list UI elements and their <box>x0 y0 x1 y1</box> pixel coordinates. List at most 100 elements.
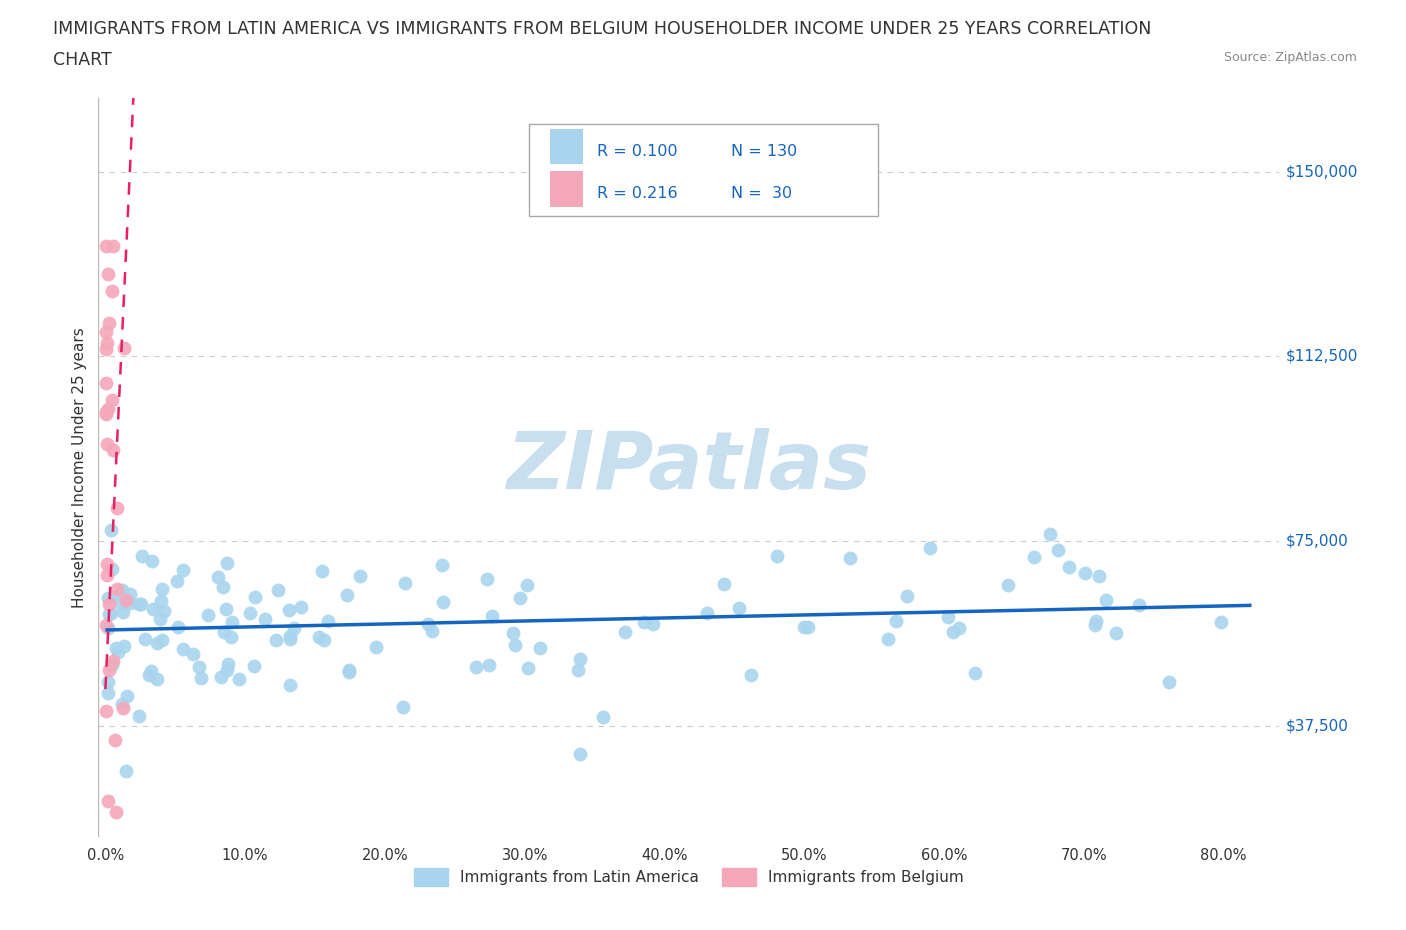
Point <box>1022 550 1045 565</box>
Point <box>128 709 150 724</box>
Point <box>568 747 591 762</box>
Point <box>101 654 124 669</box>
Point <box>112 700 135 715</box>
Point <box>97 675 120 690</box>
Point <box>364 640 387 655</box>
Point <box>104 805 127 820</box>
Point <box>97 620 120 635</box>
Point <box>392 699 415 714</box>
Legend: Immigrants from Latin America, Immigrants from Belgium: Immigrants from Latin America, Immigrant… <box>408 862 970 892</box>
Point <box>481 608 503 623</box>
Point <box>149 611 172 626</box>
Point <box>1073 566 1095 581</box>
Point <box>138 668 160 683</box>
Y-axis label: Householder Income Under 25 years: Householder Income Under 25 years <box>72 327 87 607</box>
Point <box>101 562 124 577</box>
Point <box>146 635 169 650</box>
Point <box>1084 618 1107 632</box>
Point <box>129 597 152 612</box>
Text: Source: ZipAtlas.com: Source: ZipAtlas.com <box>1223 51 1357 64</box>
Point <box>1209 615 1232 630</box>
Point <box>139 663 162 678</box>
Point <box>94 405 117 419</box>
Point <box>876 631 898 646</box>
Point <box>97 266 120 281</box>
Point <box>963 666 986 681</box>
Point <box>96 341 118 356</box>
Point <box>254 611 277 626</box>
Point <box>150 581 173 596</box>
Point <box>101 284 124 299</box>
Point <box>101 392 124 407</box>
Point <box>166 619 188 634</box>
Point <box>107 645 129 660</box>
Point <box>503 637 526 652</box>
Point <box>97 663 120 678</box>
Point <box>349 568 371 583</box>
Point <box>215 662 238 677</box>
Point <box>97 606 120 621</box>
Text: N = 130: N = 130 <box>731 143 797 158</box>
Point <box>592 709 614 724</box>
Point <box>267 582 290 597</box>
Point <box>118 595 141 610</box>
Point <box>131 549 153 564</box>
Point <box>97 794 120 809</box>
Point <box>104 733 127 748</box>
Point <box>1059 560 1081 575</box>
Point <box>896 589 918 604</box>
Point <box>96 336 118 351</box>
Point <box>101 443 124 458</box>
Point <box>209 670 232 684</box>
Text: $37,500: $37,500 <box>1285 719 1348 734</box>
Point <box>394 575 416 590</box>
Point <box>96 437 118 452</box>
Point <box>217 657 239 671</box>
Point <box>278 677 301 692</box>
Text: R = 0.216: R = 0.216 <box>596 186 678 201</box>
Point <box>100 523 122 538</box>
Text: $112,500: $112,500 <box>1285 349 1358 364</box>
Point <box>475 571 498 586</box>
Point <box>1128 598 1150 613</box>
Point <box>239 605 262 620</box>
Point <box>221 630 243 644</box>
Point <box>936 609 959 624</box>
Point <box>112 340 135 355</box>
Point <box>146 671 169 686</box>
Text: $150,000: $150,000 <box>1285 164 1358 179</box>
Point <box>212 624 235 639</box>
Text: CHART: CHART <box>53 51 112 69</box>
Point <box>183 646 205 661</box>
Point <box>141 553 163 568</box>
Text: R = 0.100: R = 0.100 <box>596 143 678 158</box>
Point <box>838 551 860 565</box>
Text: N =  30: N = 30 <box>731 186 792 201</box>
Point <box>94 325 117 339</box>
Point <box>509 591 531 605</box>
Point <box>105 641 128 656</box>
Point <box>280 631 302 646</box>
Point <box>797 619 820 634</box>
Point <box>115 592 138 607</box>
Point <box>420 623 443 638</box>
Point <box>311 564 333 578</box>
Text: $75,000: $75,000 <box>1285 534 1348 549</box>
Point <box>150 593 173 608</box>
Point <box>152 604 174 618</box>
Point <box>337 663 360 678</box>
Point <box>242 658 264 673</box>
Point <box>335 587 357 602</box>
Point <box>948 620 970 635</box>
Point <box>740 668 762 683</box>
Point <box>1087 569 1109 584</box>
Point <box>101 658 124 673</box>
Point <box>1039 526 1062 541</box>
Point <box>316 614 339 629</box>
Point <box>94 238 117 253</box>
Text: IMMIGRANTS FROM LATIN AMERICA VS IMMIGRANTS FROM BELGIUM HOUSEHOLDER INCOME UNDE: IMMIGRANTS FROM LATIN AMERICA VS IMMIGRA… <box>53 20 1152 38</box>
Point <box>96 703 118 718</box>
Point <box>337 664 360 679</box>
Point <box>217 555 239 570</box>
Point <box>115 689 138 704</box>
